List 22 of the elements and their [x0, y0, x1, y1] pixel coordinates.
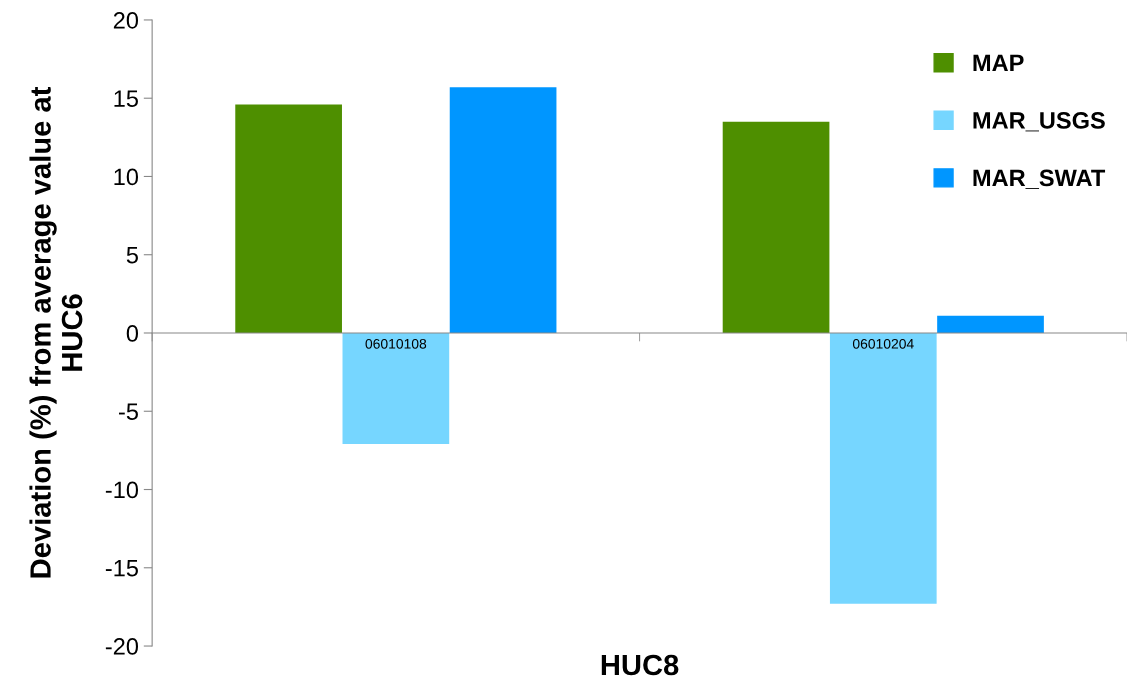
bar: [829, 332, 937, 604]
y-tick-label: 20: [113, 12, 139, 29]
legend-label: MAR_SWAT: [973, 169, 1106, 189]
y-tick-label: -20: [105, 638, 139, 655]
legend-label: MAR_USGS: [973, 112, 1105, 132]
x-tick-label: 06010204: [852, 338, 914, 349]
bar: [449, 87, 557, 333]
y-tick-label: -10: [105, 481, 139, 499]
x-tick-label: 06010108: [365, 338, 427, 349]
legend-label: MAP: [973, 54, 1024, 71]
y-axis-title: Deviation (%) from average value at HUC6: [29, 86, 83, 578]
bar: [722, 121, 830, 333]
x-axis-title: HUC8: [601, 654, 679, 676]
bar: [342, 332, 450, 445]
y-tick-label: 0: [126, 325, 139, 342]
y-tick-label: 15: [114, 90, 138, 107]
bar: [937, 315, 1044, 333]
y-tick-label: 5: [126, 247, 138, 264]
y-tick-label: -5: [119, 403, 138, 421]
y-tick-label: -15: [105, 560, 138, 577]
y-tick-label: 10: [114, 168, 139, 186]
bar: [235, 104, 342, 333]
